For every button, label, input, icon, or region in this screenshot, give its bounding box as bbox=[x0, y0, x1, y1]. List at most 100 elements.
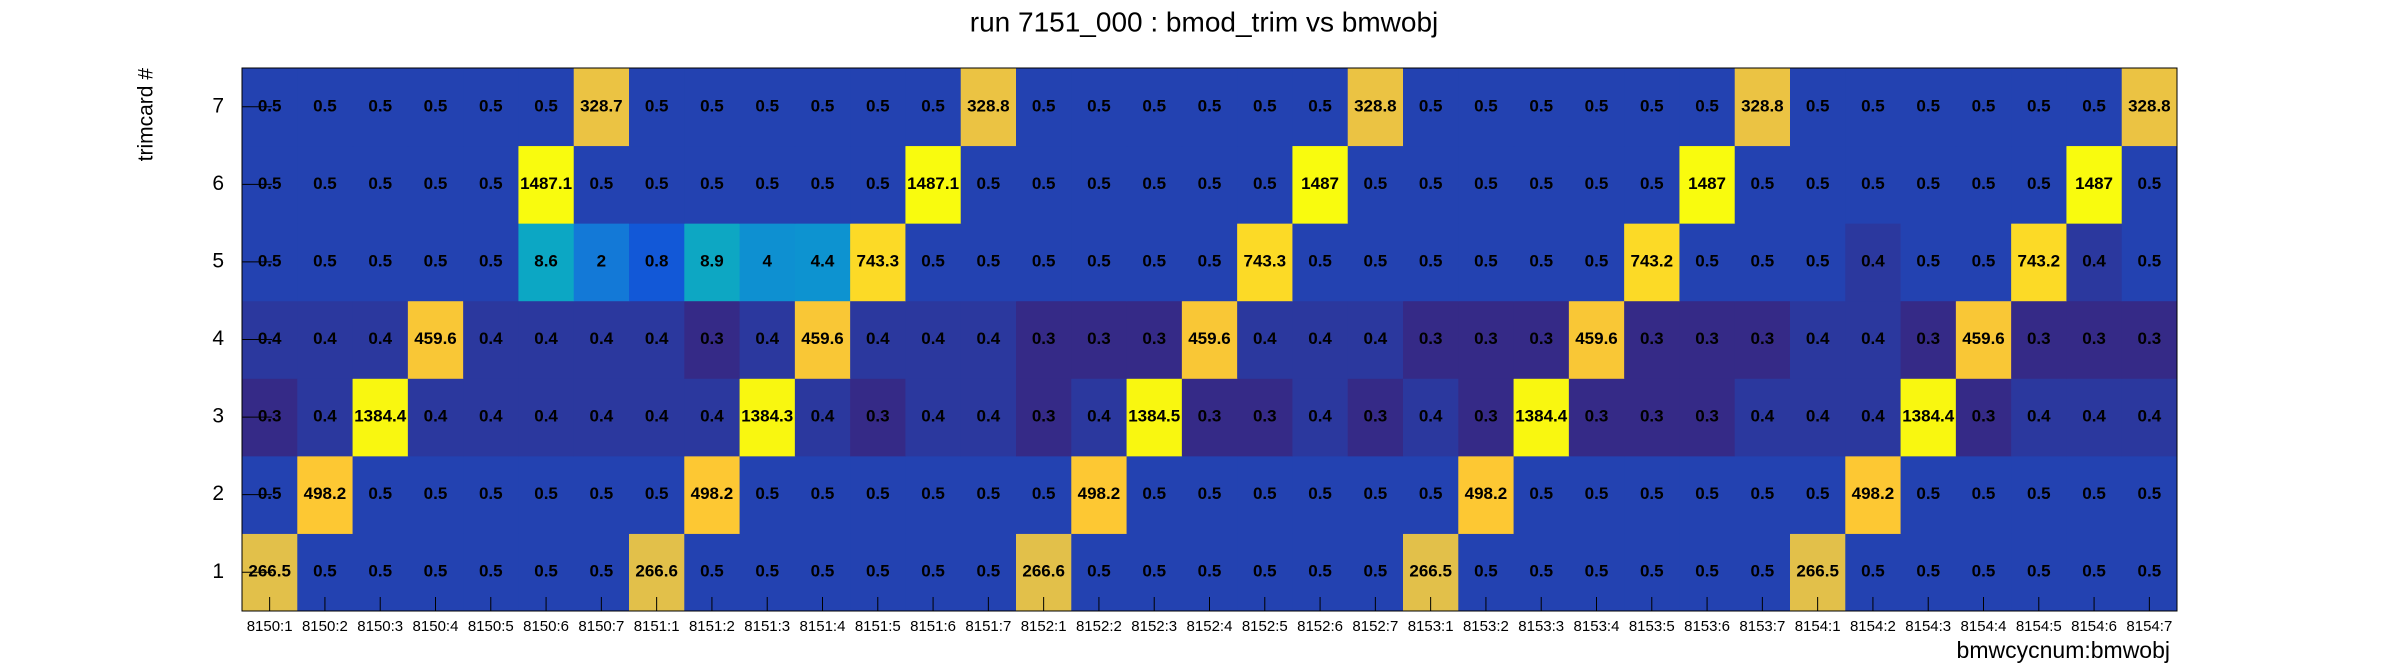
cell-label: 459.6 bbox=[414, 329, 457, 348]
cell bbox=[629, 378, 685, 457]
cell-label: 0.3 bbox=[700, 329, 724, 348]
cell-label: 459.6 bbox=[1575, 329, 1618, 348]
cell-label: 0.5 bbox=[313, 96, 337, 115]
cell-label: 0.5 bbox=[424, 96, 448, 115]
cell-label: 328.8 bbox=[2128, 96, 2171, 115]
cell bbox=[1181, 455, 1238, 534]
cell bbox=[297, 223, 354, 302]
cell-label: 0.5 bbox=[368, 174, 392, 193]
x-tick-label: 8151:3 bbox=[744, 618, 790, 635]
x-tick-label: 8153:4 bbox=[1574, 618, 1620, 635]
cell-label: 0.4 bbox=[645, 329, 669, 348]
cell bbox=[573, 455, 630, 534]
cell bbox=[1292, 145, 1349, 224]
cell bbox=[518, 378, 575, 457]
cell-label: 743.3 bbox=[1244, 251, 1287, 270]
cell-label: 0.3 bbox=[1640, 329, 1664, 348]
cell-label: 0.5 bbox=[700, 96, 724, 115]
x-tick-label: 8152:1 bbox=[1021, 618, 1067, 635]
cell bbox=[1403, 455, 1459, 534]
cell-label: 0.5 bbox=[534, 484, 558, 503]
cell bbox=[573, 223, 630, 302]
cell bbox=[1734, 455, 1791, 534]
y-axis-title: trimcard # bbox=[135, 68, 158, 162]
x-tick-label: 8150:6 bbox=[523, 618, 569, 635]
cell bbox=[407, 68, 464, 147]
cell-label: 0.5 bbox=[1972, 96, 1996, 115]
cell bbox=[1126, 455, 1183, 534]
cell-label: 1487 bbox=[1688, 174, 1726, 193]
cell bbox=[1568, 68, 1625, 147]
cell bbox=[1016, 300, 1072, 379]
cell bbox=[297, 300, 354, 379]
cell-label: 0.3 bbox=[1032, 407, 1056, 426]
cell bbox=[739, 68, 796, 147]
cell-label: 0.5 bbox=[1032, 484, 1056, 503]
cell bbox=[463, 378, 519, 457]
cell bbox=[794, 455, 851, 534]
cell-label: 743.3 bbox=[857, 251, 900, 270]
cell bbox=[1347, 300, 1404, 379]
cell bbox=[1734, 223, 1791, 302]
cell bbox=[1071, 223, 1128, 302]
cell-label: 0.5 bbox=[1474, 96, 1498, 115]
cell-label: 0.5 bbox=[1364, 251, 1388, 270]
cell bbox=[794, 378, 851, 457]
x-tick-label: 8154:5 bbox=[2016, 618, 2062, 635]
cell-label: 266.6 bbox=[635, 562, 678, 581]
cell bbox=[1513, 68, 1570, 147]
cell-label: 0.5 bbox=[1529, 96, 1553, 115]
cell-label: 0.5 bbox=[313, 251, 337, 270]
cell bbox=[352, 223, 409, 302]
cell bbox=[2121, 145, 2178, 224]
cell-label: 0.4 bbox=[1751, 407, 1775, 426]
cell bbox=[794, 68, 851, 147]
cell bbox=[1790, 455, 1846, 534]
cell-label: 0.5 bbox=[977, 484, 1001, 503]
cell bbox=[2066, 223, 2123, 302]
cell-label: 0.3 bbox=[1419, 329, 1443, 348]
cell bbox=[2066, 68, 2123, 147]
cell bbox=[407, 378, 464, 457]
cell-label: 0.4 bbox=[645, 407, 669, 426]
x-tick-label: 8153:7 bbox=[1739, 618, 1785, 635]
cell bbox=[1900, 455, 1957, 534]
cell bbox=[2011, 300, 2067, 379]
cell bbox=[684, 378, 741, 457]
cell bbox=[1955, 300, 2012, 379]
cell-label: 1384.4 bbox=[1902, 407, 1955, 426]
cell bbox=[1845, 455, 1902, 534]
cell-label: 0.5 bbox=[866, 174, 890, 193]
cell-label: 0.5 bbox=[1585, 484, 1609, 503]
cell-label: 0.5 bbox=[313, 174, 337, 193]
cell bbox=[1568, 223, 1625, 302]
cell-label: 1384.5 bbox=[1128, 407, 1180, 426]
x-tick-label: 8153:6 bbox=[1684, 618, 1730, 635]
cell bbox=[960, 455, 1017, 534]
cell-label: 0.5 bbox=[1308, 484, 1332, 503]
cell-label: 0.5 bbox=[1419, 251, 1443, 270]
cell-label: 0.5 bbox=[921, 562, 945, 581]
cell-label: 0.5 bbox=[1364, 174, 1388, 193]
cell-label: 0.4 bbox=[1087, 407, 1111, 426]
x-tick-label: 8152:4 bbox=[1187, 618, 1233, 635]
cell-label: 0.5 bbox=[424, 174, 448, 193]
x-tick-label: 8153:1 bbox=[1408, 618, 1454, 635]
cell-label: 0.4 bbox=[1308, 407, 1332, 426]
cell bbox=[1071, 300, 1128, 379]
cell bbox=[463, 223, 519, 302]
cell-label: 0.5 bbox=[2138, 251, 2162, 270]
cell-label: 0.3 bbox=[1972, 407, 1996, 426]
cell-label: 0.5 bbox=[1087, 562, 1111, 581]
cell-label: 0.5 bbox=[866, 562, 890, 581]
cell-label: 0.5 bbox=[1916, 174, 1940, 193]
cell-label: 0.5 bbox=[479, 562, 503, 581]
cell bbox=[1845, 145, 1902, 224]
cell-label: 4 bbox=[762, 251, 772, 270]
cell bbox=[2121, 300, 2178, 379]
cell-label: 2 bbox=[597, 251, 606, 270]
cell bbox=[407, 145, 464, 224]
cell bbox=[1734, 68, 1791, 147]
cell bbox=[2011, 378, 2067, 457]
cell bbox=[1403, 145, 1459, 224]
